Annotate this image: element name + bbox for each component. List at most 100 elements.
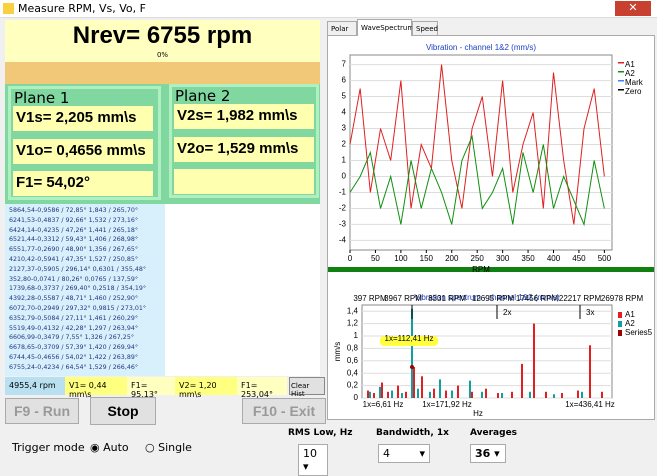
bar [469, 380, 471, 398]
history-line: 6551,77-0,2690 / 48,90° 1,356 / 267,65° [9, 246, 138, 254]
status: V2= 1,20 mm\s [175, 377, 237, 399]
x-tick-label: 250 [471, 254, 485, 263]
chart-title: Vibration spectrum - channel 1&2 (mm/s) [414, 293, 560, 302]
bar [391, 390, 393, 398]
history-line: 4210,42-0,5941 / 47,35° 1,527 / 250,85° [9, 255, 138, 263]
run-button[interactable]: F9 - Run [5, 398, 79, 424]
x-tick-label: 0 [348, 254, 353, 263]
control-label: Averages [470, 428, 518, 438]
harmonic-label: 3x [586, 308, 594, 317]
y-tick-label: -3 [339, 220, 347, 229]
rpm-label: 22217 RPM [559, 294, 602, 303]
y-tick-label: 0,4 [347, 368, 359, 377]
y-tick-label: -4 [339, 236, 347, 245]
control-label: Bandwidth, 1x [376, 428, 449, 438]
bar [367, 390, 369, 398]
x-tick-label: 200 [445, 254, 459, 263]
bar [405, 391, 407, 398]
radio[interactable]: ○ Single [145, 441, 192, 454]
planes: Plane 1 V1s= 2,205 mm\s V1o= 0,4656 mm\s… [5, 84, 320, 204]
bar [429, 391, 431, 398]
bar [553, 394, 555, 398]
bar [433, 388, 435, 398]
x-axis-label: RPM [472, 265, 490, 274]
bar [577, 390, 579, 398]
series-line [349, 64, 605, 225]
y-tick-label: 0 [354, 393, 359, 402]
bar [451, 390, 453, 398]
plot-area [361, 304, 613, 399]
bar [601, 391, 603, 398]
clear-button[interactable]: Clear Hist [289, 377, 325, 398]
y-tick-label: 1,2 [347, 319, 359, 328]
series-line [349, 134, 605, 227]
value: V2o= 1,529 mm\s [174, 137, 314, 162]
close-button[interactable]: ✕ [615, 1, 651, 16]
rpm-label: 17456 RPM [516, 294, 559, 303]
x-tick-label: 350 [521, 254, 535, 263]
bar [501, 393, 503, 398]
hz-label: 1x=436,41 Hz [565, 400, 615, 409]
y-tick-label: 0,6 [347, 356, 359, 365]
tab[interactable]: Speed [412, 21, 438, 36]
bar [521, 363, 523, 398]
radio-label: Single [158, 441, 192, 454]
status: F1= 253,04° [237, 377, 287, 399]
history-line: 5864,54-0,9586 / 72,85° 1,843 / 265,70° [9, 207, 138, 214]
y-tick-label: 1 [354, 331, 359, 340]
history-line: 6072,70-0,2949 / 297,32° 0,9815 / 273,01… [9, 304, 146, 312]
y-tick-label: 1,4 [347, 306, 359, 315]
plane-title: Plane 1 [14, 89, 70, 107]
exit-button[interactable]: F10 - Exit [242, 398, 326, 424]
history-line: 352,80-0,0741 / 80,26° 0,0765 / 137,59° [9, 275, 138, 283]
radio[interactable]: ◉ Auto [90, 441, 129, 454]
bar [397, 385, 399, 398]
history-line: 4392,28-0,5587 / 48,71° 1,460 / 252,90° [9, 295, 138, 303]
y-tick-label: 0 [342, 172, 347, 181]
rpm-label: 12695 RPM [472, 294, 515, 303]
select-value: 4 [383, 447, 390, 460]
history-line: 6521,44-0,3312 / 59,43° 1,406 / 268,98° [9, 236, 138, 244]
bar [511, 391, 513, 398]
x-tick-label: 50 [371, 254, 380, 263]
plane-1: Plane 1 V1s= 2,205 mm\s V1o= 0,4656 mm\s… [8, 86, 161, 200]
select[interactable]: 4 ▾ [378, 444, 430, 463]
select[interactable]: 10 ▾ [298, 444, 328, 476]
value: V1s= 2,205 mm\s [13, 106, 153, 131]
tab[interactable]: Polar [327, 21, 357, 36]
stop-button[interactable]: Stop [90, 397, 156, 425]
hz-label: 1x=6,61 Hz [363, 400, 404, 409]
legend-label: A2 [625, 69, 635, 78]
bar [457, 385, 459, 398]
history-line: 6606,99-0,3479 / 7,55° 1,326 / 267,25° [9, 334, 134, 342]
plot-area [349, 54, 613, 251]
select[interactable]: 36 ▾ [470, 444, 506, 463]
y-tick-label: 5 [342, 92, 347, 101]
legend-label: A1 [625, 60, 635, 69]
bar [545, 391, 547, 398]
rpm-panel: Nrev= 6755 rpm 0% [5, 20, 320, 62]
separator [328, 267, 654, 272]
select-value: 10 [303, 447, 317, 460]
legend-swatch [618, 89, 624, 91]
bar [421, 376, 423, 398]
history-line: 6755,24-0,4234 / 64,54° 1,529 / 266,46° [9, 363, 138, 371]
value: V1o= 0,4656 mm\s [13, 139, 153, 164]
x-tick-label: 100 [394, 254, 408, 263]
point [410, 365, 414, 369]
x-axis-label: Hz [473, 409, 483, 418]
bar [411, 308, 413, 398]
history-line: 6352,79-0,5084 / 27,11° 1,461 / 260,29° [9, 314, 138, 322]
y-tick-label: 1 [342, 156, 347, 165]
bar [439, 379, 441, 398]
tab-active[interactable]: WaveSpectrum [357, 19, 414, 36]
legend-swatch [618, 321, 622, 327]
bar [533, 323, 535, 398]
x-tick-label: 450 [572, 254, 586, 263]
status: F1= 95,13° [127, 377, 175, 399]
history-line: 2127,37-0,5905 / 296,14° 0,6301 / 355,48… [9, 265, 146, 273]
rpm-label: 8331 RPM [428, 294, 466, 303]
x-tick-label: 300 [496, 254, 510, 263]
bar [529, 391, 531, 398]
history-blank [165, 204, 320, 376]
